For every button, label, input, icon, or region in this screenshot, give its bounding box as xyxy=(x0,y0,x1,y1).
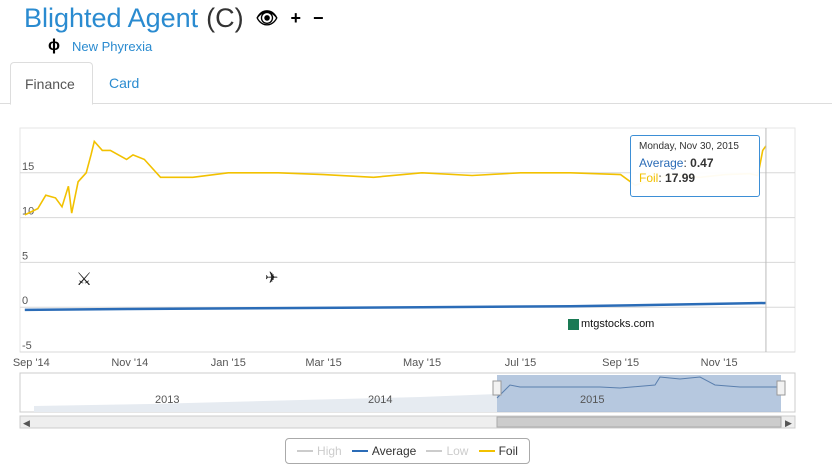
plus-icon[interactable]: + xyxy=(290,8,302,28)
eye-icon[interactable]: 👁 xyxy=(255,8,279,28)
tooltip-foil-row: Foil: 17.99 xyxy=(639,171,696,185)
legend-line-low xyxy=(426,450,443,452)
set-flag-icon: ⚔ xyxy=(76,269,92,289)
x-tick-label: Sep '15 xyxy=(602,357,639,369)
legend-line-high xyxy=(297,450,314,452)
legend-label-foil: Foil xyxy=(498,444,518,458)
y-tick-label: 0 xyxy=(22,295,28,307)
y-tick-label: 15 xyxy=(22,161,34,173)
mtgstocks-logo-icon xyxy=(568,318,579,330)
x-tick-label: Nov '15 xyxy=(701,357,738,369)
series-line-average xyxy=(24,301,766,312)
scroll-left-arrow[interactable]: ◀ xyxy=(23,418,30,428)
tooltip-average-value: 0.47 xyxy=(690,156,714,170)
tooltip-foil-value: 17.99 xyxy=(665,171,696,185)
legend-item-foil[interactable]: Foil xyxy=(478,444,518,458)
navigator-year-label: 2013 xyxy=(155,394,179,406)
legend-label-average: Average xyxy=(371,444,417,458)
legend-line-average xyxy=(351,450,368,452)
x-tick-label: Mar '15 xyxy=(305,357,341,369)
x-tick-label: Sep '14 xyxy=(13,357,50,369)
x-tick-label: May '15 xyxy=(403,357,441,369)
card-header: Blighted Agent (C) 👁 + − xyxy=(24,0,324,36)
scrollbar-thumb[interactable] xyxy=(496,416,782,428)
watermark-text: mtgstocks.com xyxy=(581,318,655,330)
scroll-right-arrow[interactable]: ▶ xyxy=(785,418,792,428)
legend-item-average[interactable]: Average xyxy=(351,444,417,458)
y-tick-label: -5 xyxy=(22,340,32,352)
chart-legend: High Average Low Foil xyxy=(285,438,530,464)
y-tick-label: 5 xyxy=(22,250,28,262)
tooltip-foil-label: Foil xyxy=(639,171,659,185)
tab-card[interactable]: Card xyxy=(109,75,140,91)
card-title: Blighted Agent xyxy=(24,2,199,33)
minus-icon[interactable]: − xyxy=(313,8,324,28)
legend-label-low: Low xyxy=(446,444,469,458)
navigator-line xyxy=(496,376,778,399)
legend-item-low[interactable]: Low xyxy=(426,444,468,458)
chart-tooltip: Monday, Nov 30, 2015 Average: 0.47 Foil:… xyxy=(630,135,760,197)
navigator-area xyxy=(34,394,497,412)
tab-finance[interactable]: Finance xyxy=(10,62,93,105)
navigator-handle[interactable] xyxy=(776,380,786,396)
legend-item-high[interactable]: High xyxy=(297,444,342,458)
watermark: mtgstocks.com xyxy=(568,318,654,330)
navigator-year-label: 2014 xyxy=(368,394,392,406)
set-line: ɸ New Phyrexia xyxy=(48,36,152,56)
set-flag-icon: ✈ xyxy=(265,270,278,287)
card-rarity: (C) xyxy=(206,2,244,33)
navigator-year-label: 2015 xyxy=(580,394,604,406)
phyrexia-set-icon: ɸ xyxy=(48,37,60,54)
x-tick-label: Nov '14 xyxy=(111,357,148,369)
navigator-selection xyxy=(497,375,781,412)
legend-line-foil xyxy=(478,450,495,452)
legend-label-high: High xyxy=(317,444,342,458)
tooltip-average-row: Average: 0.47 xyxy=(639,156,714,170)
tab-bar: Finance Card xyxy=(0,62,832,105)
x-tick-label: Jan '15 xyxy=(211,357,246,369)
set-link[interactable]: New Phyrexia xyxy=(72,38,153,54)
tooltip-average-label: Average xyxy=(639,156,684,170)
navigator-handle[interactable] xyxy=(492,380,502,396)
tooltip-date: Monday, Nov 30, 2015 xyxy=(639,141,739,152)
x-tick-label: Jul '15 xyxy=(505,357,536,369)
